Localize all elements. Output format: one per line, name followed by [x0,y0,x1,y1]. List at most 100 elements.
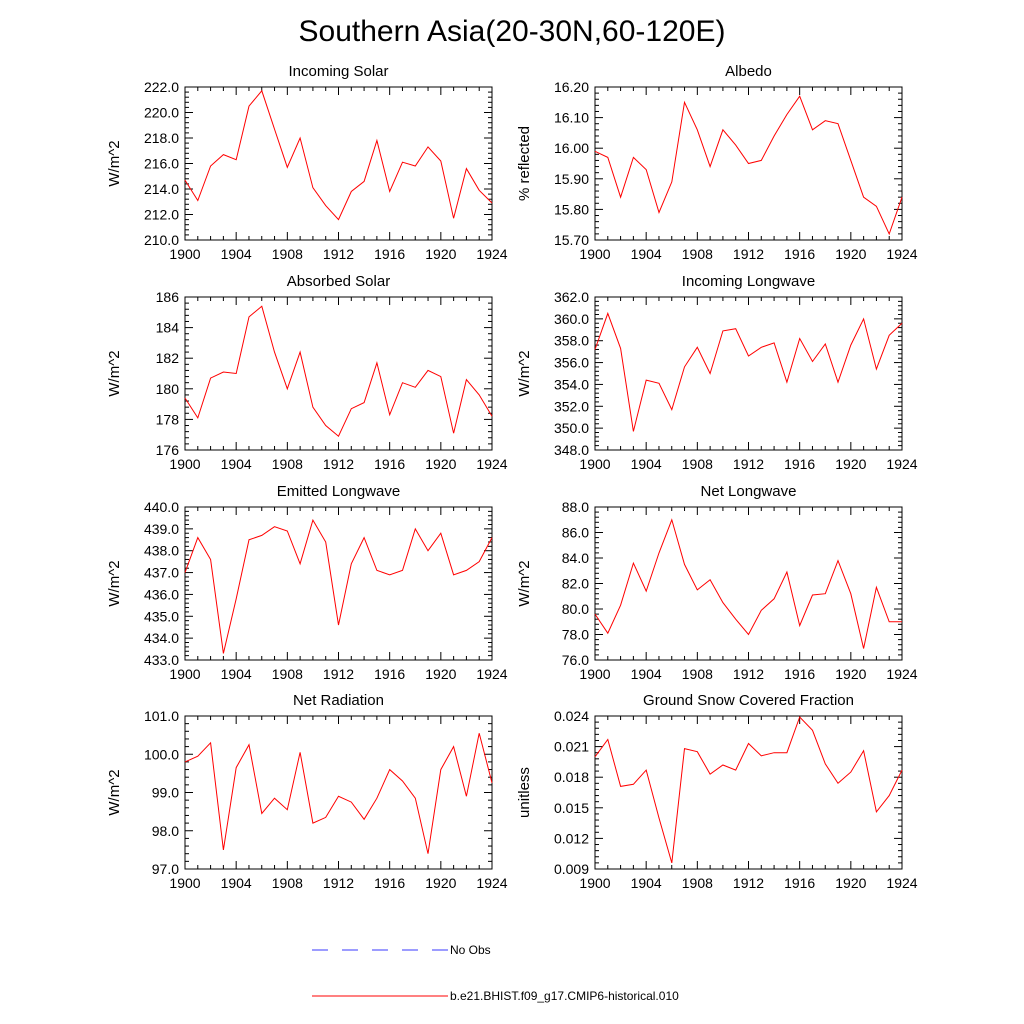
x-tick-label: 1916 [784,246,815,262]
x-tick-label: 1924 [476,246,507,262]
x-tick-label: 1924 [476,456,507,472]
y-axis-label: % reflected [516,126,533,201]
y-tick-label: 15.80 [554,201,589,217]
y-axis-label: W/m^2 [106,140,123,186]
x-tick-label: 1900 [169,456,200,472]
x-tick-label: 1912 [323,875,354,891]
x-tick-label: 1920 [425,875,456,891]
panel: Absorbed Solar 1900 1904 1908 1912 1916 1920 19… [106,273,508,472]
y-tick-label: 184 [156,320,180,336]
y-axis-label: W/m^2 [106,560,123,606]
plot-frame [184,715,493,870]
x-tick-label: 1916 [374,666,405,682]
x-tick-label: 1900 [169,666,200,682]
figure-title: Southern Asia(20-30N,60-120E) [299,15,726,48]
x-tick-label: 1912 [323,456,354,472]
x-tick-label: 1912 [733,456,764,472]
y-tick-label: 437.0 [144,565,179,581]
y-axis-label: W/m^2 [516,350,533,396]
y-tick-label: 438.0 [144,543,179,559]
x-tick-label: 1908 [682,875,713,891]
panel: Incoming Solar 1900 1904 1908 1912 1916 1920 19… [106,63,508,262]
y-tick-label: 439.0 [144,521,179,537]
x-tick-label: 1920 [835,875,866,891]
y-tick-label: 354.0 [554,376,589,392]
x-tick-label: 1904 [631,875,662,891]
x-tick-label: 1900 [579,666,610,682]
y-tick-label: 84.0 [562,550,589,566]
panel-grid: Incoming Solar 1900 1904 1908 1912 1916 1920 19… [106,63,918,891]
x-tick-label: 1904 [221,875,252,891]
x-tick-label: 1924 [886,246,917,262]
x-tick-label: 1924 [886,456,917,472]
x-tick-label: 1920 [425,666,456,682]
x-tick-label: 1900 [579,246,610,262]
x-tick-label: 1912 [733,246,764,262]
panel-title: Incoming Solar [288,63,388,80]
plot-frame [594,715,903,870]
x-tick-label: 1908 [272,875,303,891]
series-line [184,89,493,221]
x-tick-label: 1900 [169,246,200,262]
y-tick-label: 212.0 [144,207,179,223]
panel-title: Absorbed Solar [287,273,390,290]
series-line [594,716,903,864]
y-tick-label: 76.0 [562,652,589,668]
y-tick-label: 218.0 [144,130,179,146]
x-tick-label: 1908 [272,666,303,682]
x-tick-label: 1924 [886,666,917,682]
x-tick-label: 1920 [835,456,866,472]
y-tick-label: 97.0 [152,861,179,877]
y-tick-label: 15.70 [554,232,589,248]
y-tick-label: 435.0 [144,608,179,624]
x-tick-label: 1912 [323,246,354,262]
y-tick-label: 210.0 [144,232,179,248]
series-line [184,518,493,654]
plot-frame [594,506,903,661]
y-tick-label: 436.0 [144,586,179,602]
x-tick-label: 1924 [476,875,507,891]
y-tick-label: 350.0 [554,420,589,436]
y-tick-label: 16.10 [554,110,589,126]
panel: Incoming Longwave 1900 1904 1908 1912 1916 192… [516,273,918,472]
x-tick-label: 1924 [476,666,507,682]
y-tick-label: 348.0 [554,442,589,458]
panel: Albedo 1900 1904 1908 1912 1916 1920 1924 15.70 1… [516,63,918,262]
y-tick-label: 0.012 [554,830,589,846]
series-line [594,518,902,649]
y-tick-label: 0.015 [554,800,589,816]
x-tick-label: 1908 [682,246,713,262]
y-tick-label: 80.0 [562,601,589,617]
panel-title: Net Radiation [293,692,384,709]
series-line [184,733,493,854]
y-tick-label: 176 [156,442,180,458]
plot-frame [594,296,903,451]
series-line [594,311,903,432]
y-tick-label: 222.0 [144,79,179,95]
legend-model-label: b.e21.BHIST.f09_g17.CMIP6-historical.010 [450,989,679,1003]
y-axis-label: unitless [516,767,533,818]
y-tick-label: 440.0 [144,499,179,515]
x-tick-label: 1912 [323,666,354,682]
plot-frame [184,506,493,661]
y-tick-label: 356.0 [554,355,589,371]
x-tick-label: 1912 [733,875,764,891]
y-tick-label: 86.0 [562,525,589,541]
panel: Emitted Longwave 1900 1904 1908 1912 1916 1920… [106,483,508,682]
y-tick-label: 100.0 [144,746,179,762]
x-tick-label: 1908 [272,246,303,262]
y-tick-label: 182 [156,350,180,366]
panel: Net Radiation 1900 1904 1908 1912 1916 1920 192… [106,692,508,891]
y-tick-label: 0.018 [554,769,589,785]
series-line [184,305,493,438]
y-tick-label: 0.024 [554,708,589,724]
x-tick-label: 1900 [579,875,610,891]
panel: Net Longwave 1900 1904 1908 1912 1916 1920 1924… [516,483,918,682]
x-tick-label: 1904 [221,666,252,682]
x-tick-label: 1916 [784,875,815,891]
y-axis-label: W/m^2 [516,560,533,606]
y-tick-label: 99.0 [152,785,179,801]
x-tick-label: 1904 [221,456,252,472]
y-tick-label: 352.0 [554,398,589,414]
y-tick-label: 0.009 [554,861,589,877]
